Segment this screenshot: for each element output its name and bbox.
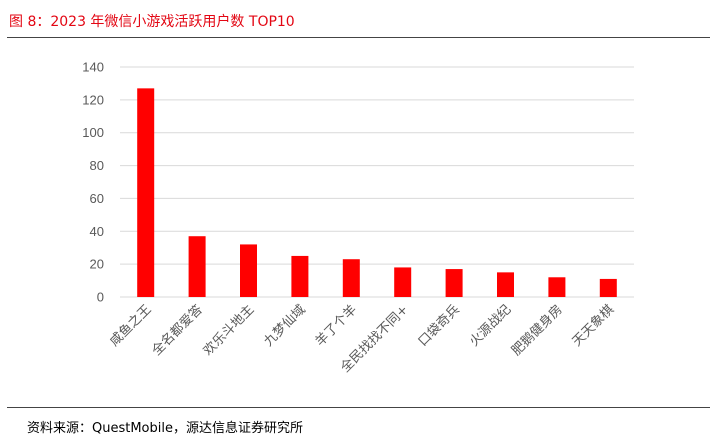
bar: [394, 267, 412, 297]
gridlines: [120, 66, 634, 298]
y-axis-ticks: 0 20 40 60 80 100 120 140: [82, 60, 104, 305]
bar: [497, 272, 514, 297]
bar: [548, 277, 566, 297]
x-tick-label: 全名都爱答: [149, 302, 206, 359]
y-tick-label: 120: [82, 92, 104, 107]
source-note: 资料来源：QuestMobile，源达信息证券研究所: [27, 421, 303, 436]
y-tick-label: 100: [82, 125, 104, 140]
bar: [599, 278, 617, 297]
x-tick-label: 羊了个羊: [312, 302, 360, 350]
x-tick-label: 口袋奇兵: [415, 302, 463, 350]
bar: [291, 255, 309, 297]
bar: [342, 259, 360, 297]
figure-title: 图 8：2023 年微信小游戏活跃用户数 TOP10: [9, 14, 295, 30]
y-tick-label: 20: [90, 257, 104, 272]
x-tick-label: 火源战纪: [467, 302, 514, 349]
bar: [240, 244, 257, 297]
x-tick-label: 天天象棋: [570, 302, 617, 349]
bottom-divider: [7, 407, 710, 408]
y-tick-label: 40: [90, 224, 104, 239]
bars: [137, 88, 617, 297]
x-tick-label: 九梦仙域: [261, 302, 308, 349]
x-tick-label: 欢乐斗地主: [201, 302, 258, 359]
x-tick-label: 咸鱼之王: [106, 302, 154, 350]
y-tick-label: 0: [97, 290, 104, 305]
top-divider: [7, 37, 710, 38]
bar: [188, 236, 206, 297]
bar: [137, 88, 155, 297]
y-tick-label: 140: [82, 60, 104, 75]
x-tick-label: 肥鹅健身房: [508, 302, 565, 359]
bar: [445, 269, 463, 297]
y-tick-label: 80: [90, 158, 104, 173]
y-tick-label: 60: [90, 191, 104, 206]
